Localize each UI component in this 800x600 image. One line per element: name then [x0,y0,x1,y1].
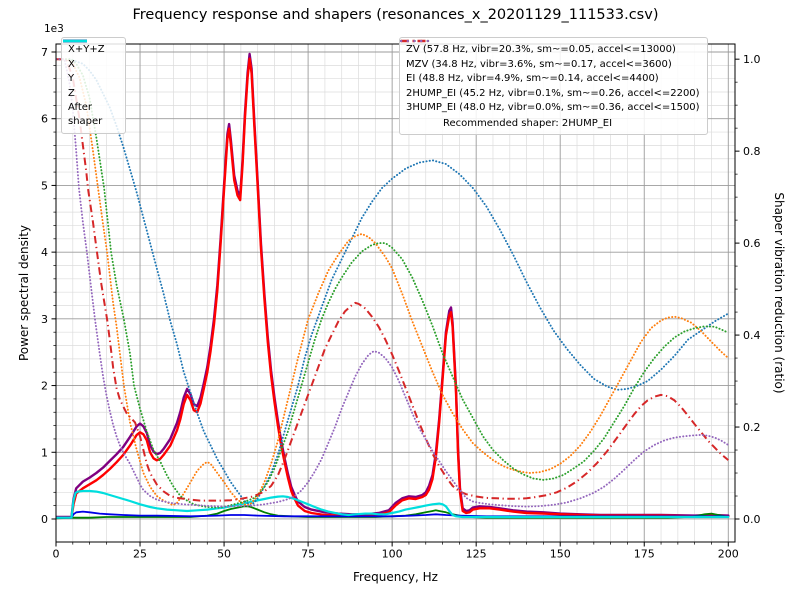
svg-text:0.0: 0.0 [743,513,761,526]
series-hump3 [56,58,730,508]
svg-text:5: 5 [41,179,48,192]
svg-text:7: 7 [41,46,48,59]
axis-ticks: 0 25 50 75 100 125 150 175 200 0 1 2 3 4 5 6 7 0.0 0.2 0.4 0… [41,46,761,560]
series-x [56,57,730,519]
svg-text:0: 0 [41,513,48,526]
svg-text:0.6: 0.6 [743,237,761,250]
series-z [56,510,730,519]
series-curves [56,52,730,520]
series-mzv [56,58,730,507]
legend-item-label: 2HUMP_EI (45.2 Hz, vibr=0.1%, sm~=0.26, … [406,87,700,99]
legend-item: Y [63,39,118,86]
svg-text:75: 75 [301,548,315,561]
legend-item-label: 3HUMP_EI (48.0 Hz, vibr=0.0%, sm~=0.36, … [406,102,700,113]
svg-text:0: 0 [53,548,60,561]
y-axis-left-label: Power spectral density [17,224,31,362]
psd-legend: X+Y+Z X Y Z After shaper [61,37,126,134]
legend-item: EI (48.8 Hz, vibr=4.9%, sm~=0.14, accel<… [400,39,700,86]
legend-item-label: ZV (57.8 Hz, vibr=20.3%, sm~=0.05, accel… [406,44,676,55]
svg-text:200: 200 [718,548,739,561]
legend-item-label: X [68,58,75,70]
legend-item: 3HUMP_EI (48.0 Hz, vibr=0.0%, sm~=0.36, … [400,39,700,115]
legend-line-sample [63,39,87,43]
shaper-legend-items: ZV (57.8 Hz, vibr=20.3%, sm~=0.05, accel… [400,39,700,115]
svg-text:0.2: 0.2 [743,421,761,434]
legend-item-label: EI (48.8 Hz, vibr=4.9%, sm~=0.14, accel<… [406,73,659,84]
x-axis-label: Frequency, Hz [353,570,438,584]
legend-item-label: Z [68,87,75,99]
legend-item-label: After shaper [68,102,103,127]
legend-item: MZV (34.8 Hz, vibr=3.6%, sm~=0.17, accel… [400,39,700,72]
plot-border [55,43,736,543]
svg-text:0.8: 0.8 [743,145,761,158]
svg-text:100: 100 [382,548,403,561]
y-axis-right-label: Shaper vibration reduction (ratio) [772,192,786,394]
legend-item: X+Y+Z [63,39,118,57]
svg-text:6: 6 [41,113,48,126]
shaper-legend: ZV (57.8 Hz, vibr=20.3%, sm~=0.05, accel… [399,37,708,135]
minor-grid [56,44,735,542]
legend-item-label: MZV (34.8 Hz, vibr=3.6%, sm~=0.17, accel… [406,58,672,70]
svg-text:4: 4 [41,246,48,259]
svg-text:150: 150 [550,548,571,561]
series-zv [56,58,730,507]
chart-title: Frequency response and shapers (resonanc… [132,7,659,23]
svg-text:175: 175 [634,548,655,561]
legend-item: After shaper [63,39,118,128]
y-axis-offset-label: 1e3 [44,23,64,35]
legend-line-sample [401,39,429,43]
legend-item: 2HUMP_EI (45.2 Hz, vibr=0.1%, sm~=0.26, … [401,39,700,101]
legend-item-label: Y [68,73,75,84]
recommended-shaper-row: Recommended shaper: 2HUMP_EI [406,117,700,131]
legend-item: X [63,39,118,72]
svg-text:50: 50 [217,548,231,561]
svg-text:25: 25 [133,548,147,561]
legend-line-sample [400,39,430,43]
svg-text:1: 1 [41,446,48,459]
series-after [56,489,730,519]
series-hump2 [56,58,729,502]
svg-text:125: 125 [466,548,487,561]
legend-item: ZV (57.8 Hz, vibr=20.3%, sm~=0.05, accel… [400,39,700,57]
svg-text:1.0: 1.0 [743,53,761,66]
recommended-shaper-note: Recommended shaper: 2HUMP_EI [443,117,613,129]
legend-item: Z [63,39,118,101]
legend-item-label: X+Y+Z [68,44,105,55]
svg-text:2: 2 [41,380,48,393]
svg-text:3: 3 [41,313,48,326]
svg-text:0.4: 0.4 [743,329,761,342]
